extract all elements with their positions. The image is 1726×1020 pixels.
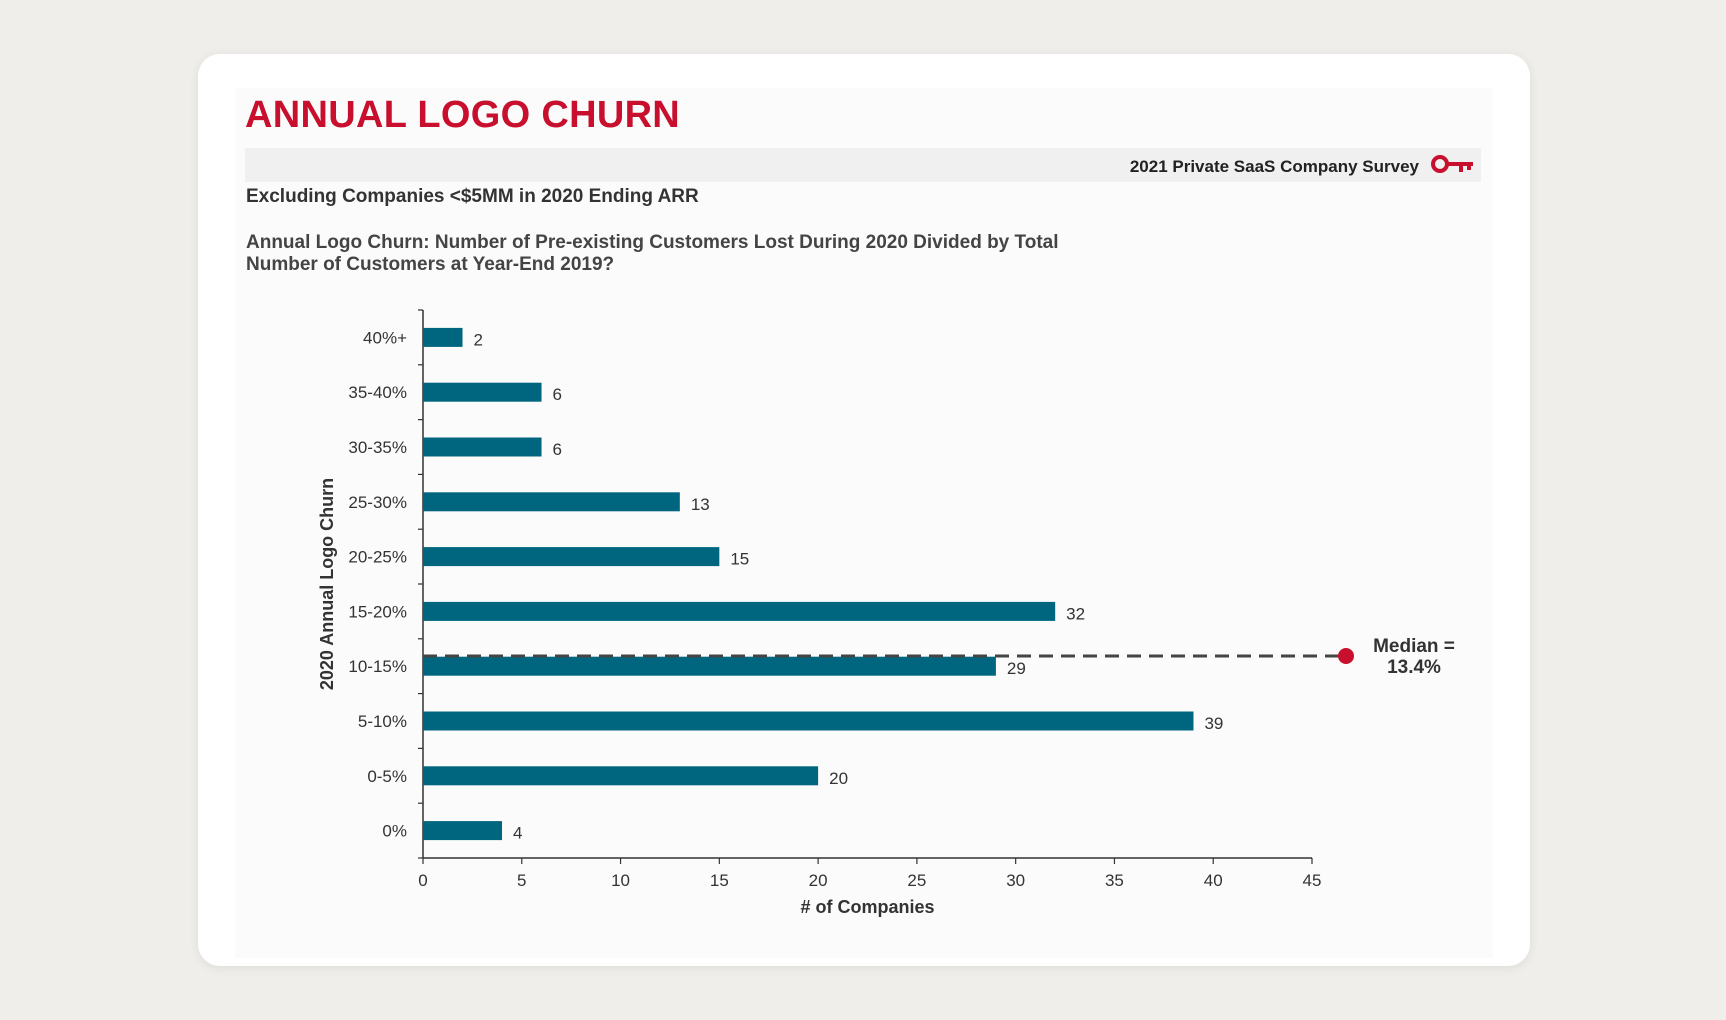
question-line-2: Number of Customers at Year-End 2019? — [246, 254, 615, 275]
x-tick-label: 15 — [710, 871, 729, 890]
x-tick-label: 45 — [1303, 871, 1322, 890]
value-label: 4 — [513, 824, 522, 843]
category-label: 5-10% — [358, 712, 407, 731]
median-label-line2: 13.4% — [1387, 657, 1441, 678]
value-label: 29 — [1007, 659, 1026, 678]
bar — [423, 766, 819, 786]
category-label: 30-35% — [348, 438, 407, 457]
category-label: 15-20% — [348, 602, 407, 621]
page-title: ANNUAL LOGO CHURN — [245, 94, 681, 136]
x-tick-label: 20 — [809, 871, 828, 890]
x-tick-label: 25 — [907, 871, 926, 890]
survey-label: 2021 Private SaaS Company Survey — [1129, 157, 1419, 176]
bar — [423, 656, 996, 676]
value-label: 32 — [1066, 604, 1085, 623]
value-label: 20 — [829, 769, 848, 788]
x-tick-label: 0 — [418, 871, 427, 890]
bar — [423, 821, 503, 841]
slide — [235, 88, 1493, 958]
x-tick-label: 40 — [1204, 871, 1223, 890]
bar — [423, 382, 542, 402]
category-label: 25-30% — [348, 493, 407, 512]
category-label: 20-25% — [348, 548, 407, 567]
x-tick-label: 10 — [611, 871, 630, 890]
x-tick-label: 35 — [1105, 871, 1124, 890]
median-label-line1: Median = — [1373, 636, 1455, 657]
key-logo-icon — [1431, 155, 1473, 173]
category-label: 0-5% — [367, 767, 407, 786]
question-line-1: Annual Logo Churn: Number of Pre-existin… — [246, 232, 1059, 253]
category-label: 0% — [382, 822, 407, 841]
median-marker — [1338, 648, 1354, 664]
bar — [423, 711, 1194, 731]
bar — [423, 601, 1056, 621]
x-axis-title: # of Companies — [800, 897, 934, 917]
bar — [423, 492, 680, 512]
value-label: 2 — [474, 330, 483, 349]
subtitle: Excluding Companies <$5MM in 2020 Ending… — [246, 186, 699, 207]
value-label: 6 — [553, 385, 562, 404]
bar — [423, 547, 720, 567]
x-tick-label: 5 — [517, 871, 526, 890]
category-label: 40%+ — [363, 328, 407, 347]
y-axis-title: 2020 Annual Logo Churn — [317, 478, 337, 690]
value-label: 39 — [1204, 714, 1223, 733]
value-label: 15 — [730, 550, 749, 569]
x-tick-label: 30 — [1006, 871, 1025, 890]
chart-question: Annual Logo Churn: Number of Pre-existin… — [246, 232, 1059, 276]
value-label: 6 — [553, 440, 562, 459]
value-label: 13 — [691, 495, 710, 514]
category-label: 10-15% — [348, 657, 407, 676]
survey-banner: 2021 Private SaaS Company Survey — [245, 148, 1481, 182]
bar — [423, 437, 542, 457]
bar — [423, 327, 463, 347]
category-label: 35-40% — [348, 383, 407, 402]
